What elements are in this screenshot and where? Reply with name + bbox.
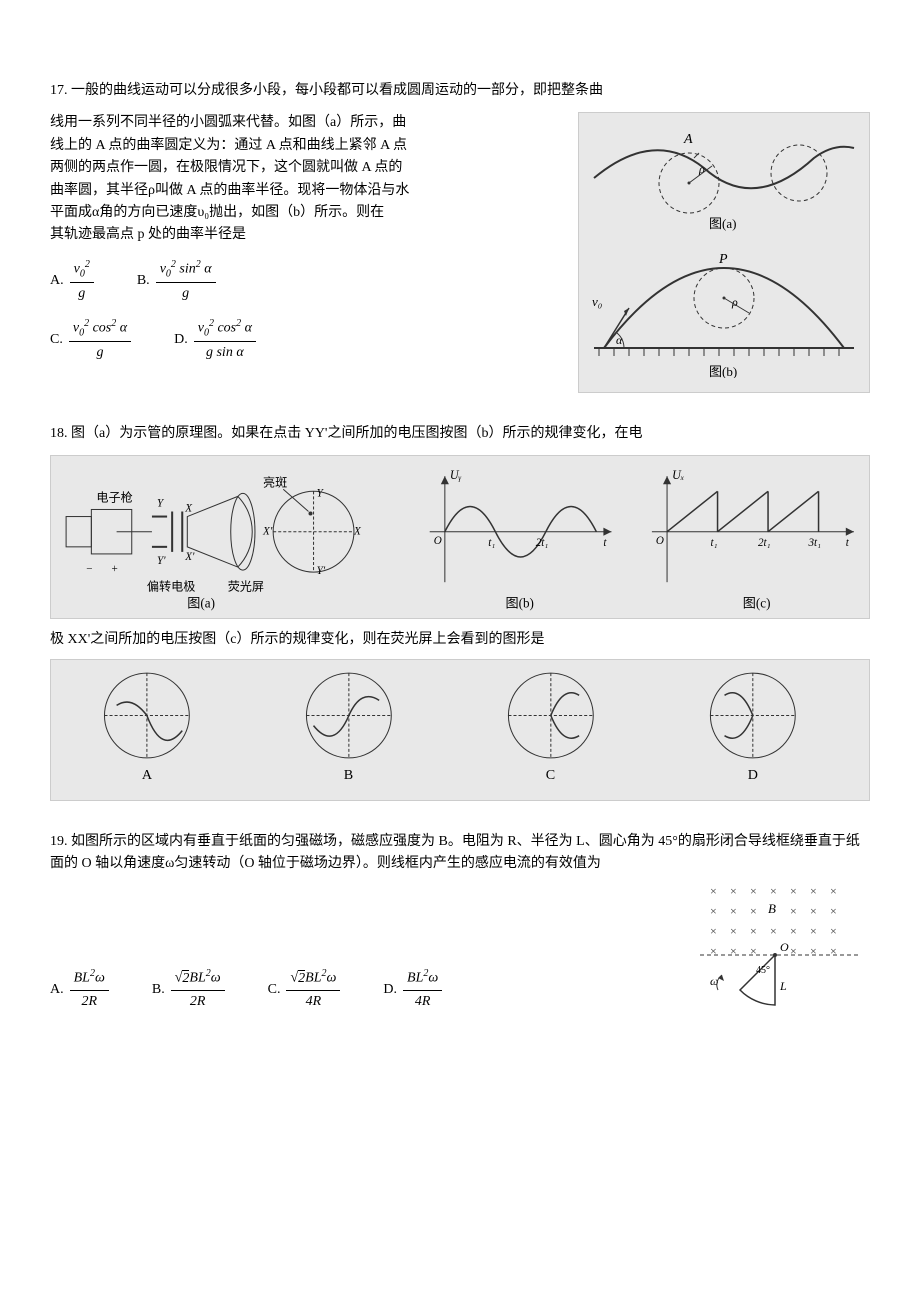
q19-svg: ××××××× ×××××× ××××××× ×××××× B O 45° L … xyxy=(690,875,870,1015)
q17-option-c: C. v02 cos2 αg xyxy=(50,316,134,365)
q17-intro: 17. 一般的曲线运动可以分成很多小段，每小段都可以看成圆周运动的一部分，即把整… xyxy=(50,80,870,102)
svg-text:偏转电极: 偏转电极 xyxy=(147,578,195,593)
svg-text:×: × xyxy=(790,944,797,958)
svg-text:×: × xyxy=(730,884,737,898)
svg-text:t₁: t₁ xyxy=(488,537,495,549)
svg-text:Y: Y xyxy=(317,488,325,500)
svg-text:×: × xyxy=(750,904,757,918)
svg-text:图(c): 图(c) xyxy=(743,596,771,611)
svg-text:×: × xyxy=(810,924,817,938)
svg-text:×: × xyxy=(810,904,817,918)
svg-text:荧光屏: 荧光屏 xyxy=(228,579,264,593)
svg-text:C: C xyxy=(546,767,555,783)
svg-text:×: × xyxy=(770,884,777,898)
q17-option-b: B. v02 sin2 αg xyxy=(137,257,219,306)
q17-svg: A ρ 图(a) xyxy=(584,118,864,378)
svg-text:D: D xyxy=(748,767,758,783)
svg-text:Y: Y xyxy=(157,498,165,510)
svg-text:45°: 45° xyxy=(756,965,770,976)
svg-text:×: × xyxy=(730,904,737,918)
svg-text:×: × xyxy=(790,904,797,918)
svg-text:×: × xyxy=(710,904,717,918)
svg-text:Y': Y' xyxy=(317,565,326,577)
svg-text:t₁: t₁ xyxy=(710,537,717,549)
svg-text:−: − xyxy=(86,563,92,575)
svg-text:3t₁: 3t₁ xyxy=(807,537,821,549)
svg-text:t: t xyxy=(603,537,607,549)
svg-text:×: × xyxy=(830,904,837,918)
svg-text:×: × xyxy=(830,924,837,938)
svg-text:×: × xyxy=(750,944,757,958)
svg-text:×: × xyxy=(830,944,837,958)
q17-option-a: A. v02g xyxy=(50,257,97,306)
q17-options-row2: C. v02 cos2 αg D. v02 cos2 αg sin α xyxy=(50,316,558,365)
svg-text:B: B xyxy=(768,901,776,916)
q18-figure-abc: Y Y' X X' Y Y' X X' 电子枪 偏转电极 荧光屏 亮斑 − + … xyxy=(50,455,870,619)
svg-text:2t₁: 2t₁ xyxy=(758,537,771,549)
svg-text:t: t xyxy=(846,537,850,549)
svg-text:×: × xyxy=(810,944,817,958)
svg-text:X: X xyxy=(184,503,193,515)
svg-text:图(b): 图(b) xyxy=(505,596,533,611)
question-17: 17. 一般的曲线运动可以分成很多小段，每小段都可以看成圆周运动的一部分，即把整… xyxy=(50,80,870,393)
question-18: 18. 图（a）为示管的原理图。如果在点击 YY'之间所加的电压图按图（b）所示… xyxy=(50,423,870,801)
svg-text:×: × xyxy=(710,944,717,958)
q18-options-svg: A B C xyxy=(56,665,864,786)
svg-text:亮斑: 亮斑 xyxy=(263,474,287,489)
svg-text:×: × xyxy=(810,884,817,898)
q18-svg-abc: Y Y' X X' Y Y' X X' 电子枪 偏转电极 荧光屏 亮斑 − + … xyxy=(56,461,864,613)
svg-text:×: × xyxy=(830,884,837,898)
svg-text:2t₁: 2t₁ xyxy=(536,537,549,549)
svg-text:图(a): 图(a) xyxy=(187,596,215,611)
svg-text:X': X' xyxy=(262,526,273,538)
q17-figure: A ρ 图(a) xyxy=(578,112,870,392)
question-19: 19. 如图所示的区域内有垂直于纸面的匀强磁场，磁感应强度为 B。电阻为 R、半… xyxy=(50,831,870,1024)
svg-text:Uᵧ: Uᵧ xyxy=(450,468,462,482)
svg-text:O: O xyxy=(434,535,442,547)
svg-text:图(b): 图(b) xyxy=(709,364,737,378)
svg-text:α: α xyxy=(616,333,623,347)
svg-text:×: × xyxy=(710,924,717,938)
svg-text:v₀: v₀ xyxy=(592,294,602,309)
q18-text2: 极 XX'之间所加的电压按图（c）所示的规律变化，则在荧光屏上会看到的图形是 xyxy=(50,629,870,651)
svg-text:电子枪: 电子枪 xyxy=(96,490,132,505)
q17-number: 17. xyxy=(50,83,68,98)
svg-text:A: A xyxy=(142,767,153,783)
q18-text1: 18. 图（a）为示管的原理图。如果在点击 YY'之间所加的电压图按图（b）所示… xyxy=(50,423,870,445)
svg-text:×: × xyxy=(710,884,717,898)
q19-options: A. BL2ω2R B. √2BL2ω2R C. √2BL2ω4R D. BL2… xyxy=(50,966,670,1013)
svg-text:B: B xyxy=(344,767,353,783)
svg-text:X': X' xyxy=(184,551,195,563)
svg-text:O: O xyxy=(656,535,664,547)
svg-text:Uₓ: Uₓ xyxy=(672,468,684,482)
q19-option-a: A. BL2ω2R xyxy=(50,966,112,1013)
svg-text:×: × xyxy=(790,924,797,938)
svg-text:Y': Y' xyxy=(157,555,166,567)
q19-option-d: D. BL2ω4R xyxy=(383,966,445,1013)
svg-text:X: X xyxy=(353,526,362,538)
svg-text:×: × xyxy=(730,944,737,958)
q17-body: 线用一系列不同半径的小圆弧来代替。如图（a）所示，曲 线上的 A 点的曲率圆定义… xyxy=(50,112,558,374)
svg-text:+: + xyxy=(112,563,118,575)
svg-text:ρ: ρ xyxy=(731,295,738,309)
svg-text:P: P xyxy=(718,252,728,267)
svg-text:×: × xyxy=(790,884,797,898)
q17-options-row1: A. v02g B. v02 sin2 αg xyxy=(50,257,558,306)
q19-figure: ××××××× ×××××× ××××××× ×××××× B O 45° L … xyxy=(690,875,870,1023)
fig-a-A-label: A xyxy=(683,132,693,147)
q19-option-c: C. √2BL2ω4R xyxy=(268,966,344,1013)
svg-text:×: × xyxy=(770,924,777,938)
q18-options: A B C xyxy=(50,659,870,801)
svg-text:×: × xyxy=(750,924,757,938)
q19-option-b: B. √2BL2ω2R xyxy=(152,966,228,1013)
svg-text:×: × xyxy=(730,924,737,938)
q17-option-d: D. v02 cos2 αg sin α xyxy=(174,316,259,365)
svg-text:L: L xyxy=(779,979,787,993)
svg-text:×: × xyxy=(750,884,757,898)
svg-text:图(a): 图(a) xyxy=(709,216,736,231)
svg-text:O: O xyxy=(780,940,789,954)
q19-text: 19. 如图所示的区域内有垂直于纸面的匀强磁场，磁感应强度为 B。电阻为 R、半… xyxy=(50,831,870,876)
